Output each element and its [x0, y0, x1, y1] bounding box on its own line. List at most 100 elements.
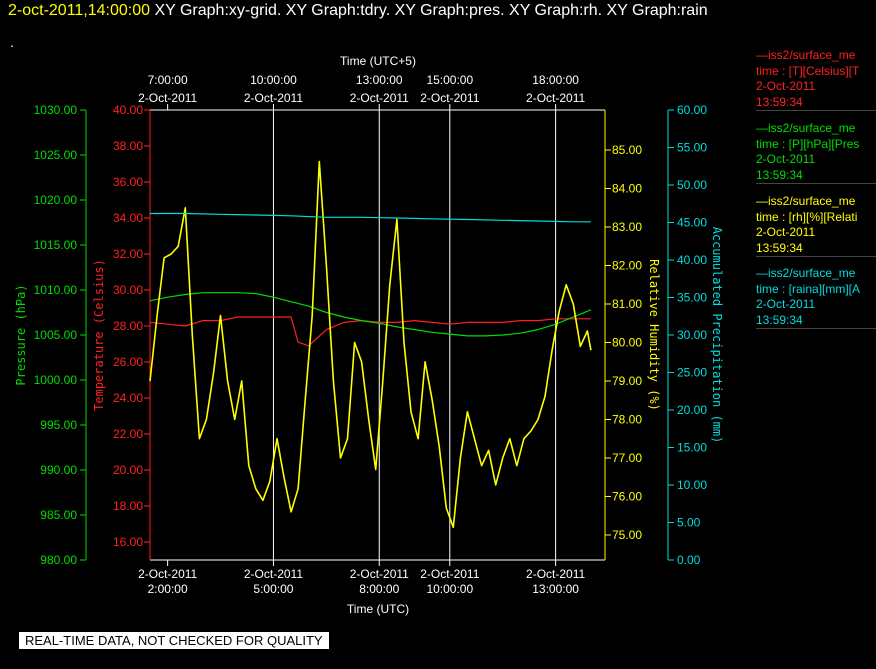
x2-tick-time: 13:00:00 [356, 73, 403, 87]
humidity-axis-title: Relative Humidity (%) [647, 259, 661, 411]
x-tick-date: 2-Oct-2011 [244, 567, 303, 581]
temperature-tick-label: 34.00 [113, 211, 143, 225]
x-tick-time: 8:00:00 [359, 582, 399, 596]
legend-series-name: —iss2/surface_me [756, 266, 856, 280]
x2-tick-date: 2-Oct-2011 [138, 91, 197, 105]
x2-tick-date: 2-Oct-2011 [526, 91, 585, 105]
x2-tick-time: 15:00:00 [426, 73, 473, 87]
humidity-tick-label: 82.00 [612, 259, 642, 273]
legend-series-var: time : [P][hPa][Pres [756, 136, 860, 151]
legend-series-var: time : [T][Celsius][T [756, 63, 860, 78]
precip-tick-label: 10.00 [677, 478, 707, 492]
precip-tick-label: 35.00 [677, 291, 707, 305]
quality-warning: REAL-TIME DATA, NOT CHECKED FOR QUALITY [19, 632, 329, 649]
legend-humidity: —iss2/surface_me time : [rh][%][Relati 2… [756, 194, 876, 257]
x-tick-date: 2-Oct-2011 [420, 567, 479, 581]
humidity-series-line [149, 160, 592, 529]
humidity-tick-label: 79.00 [612, 374, 642, 388]
title-dot: . [10, 34, 14, 50]
humidity-tick-label: 80.00 [612, 336, 642, 350]
temperature-tick-label: 16.00 [113, 535, 143, 549]
temperature-tick-label: 26.00 [113, 355, 143, 369]
pressure-tick-label: 990.00 [40, 463, 77, 477]
temperature-tick-label: 22.00 [113, 427, 143, 441]
legend-series-date: 2-Oct-2011 [756, 79, 816, 93]
precip-tick-label: 0.00 [677, 553, 701, 567]
humidity-tick-label: 75.00 [612, 528, 642, 542]
precip-tick-label: 50.00 [677, 178, 707, 192]
humidity-tick-label: 83.00 [612, 220, 642, 234]
humidity-tick-label: 84.00 [612, 182, 642, 196]
x-tick-time: 2:00:00 [148, 582, 188, 596]
precip-tick-label: 20.00 [677, 403, 707, 417]
temperature-tick-label: 20.00 [113, 463, 143, 477]
pressure-tick-label: 1010.00 [34, 283, 78, 297]
legend-series-time: 13:59:34 [756, 312, 803, 327]
pressure-tick-label: 1000.00 [34, 373, 78, 387]
precip-tick-label: 40.00 [677, 253, 707, 267]
legend-series-time: 13:59:34 [756, 167, 803, 182]
humidity-tick-label: 85.00 [612, 143, 642, 157]
window-title: 2-oct-2011,14:00:00 XY Graph:xy-grid. XY… [8, 2, 708, 20]
temperature-tick-label: 30.00 [113, 283, 143, 297]
temperature-tick-label: 40.00 [113, 103, 143, 117]
x2-tick-time: 10:00:00 [250, 73, 297, 87]
temperature-tick-label: 24.00 [113, 391, 143, 405]
x2-tick-date: 2-Oct-2011 [244, 91, 303, 105]
precip-tick-label: 15.00 [677, 441, 707, 455]
precip-tick-label: 45.00 [677, 216, 707, 230]
pressure-axis-title: Pressure (hPa) [14, 284, 28, 385]
legend-series-var: time : [rh][%][Relati [756, 209, 858, 224]
x2-tick-time: 18:00:00 [532, 73, 579, 87]
pressure-tick-label: 995.00 [40, 418, 77, 432]
x2-axis-title: Time (UTC+5) [340, 54, 416, 68]
precip-tick-label: 5.00 [677, 516, 701, 530]
legend-series-name: —iss2/surface_me [756, 48, 856, 62]
pressure-tick-label: 980.00 [40, 553, 77, 567]
x-tick-date: 2-Oct-2011 [138, 567, 197, 581]
temperature-tick-label: 32.00 [113, 247, 143, 261]
pressure-tick-label: 1025.00 [34, 148, 78, 162]
legend-series-name: —iss2/surface_me [756, 121, 856, 135]
temperature-axis-title: Temperature (Celsius) [92, 259, 106, 411]
legend-temperature: —iss2/surface_me time : [T][Celsius][T 2… [756, 48, 876, 111]
temperature-series-line [149, 316, 591, 347]
x-tick-time: 5:00:00 [253, 582, 293, 596]
legend-series-date: 2-Oct-2011 [756, 297, 816, 311]
humidity-tick-label: 77.00 [612, 451, 642, 465]
legend-series-time: 13:59:34 [756, 240, 803, 255]
legend-precip: —iss2/surface_me time : [raina][mm][A 2-… [756, 266, 876, 329]
precip-tick-label: 55.00 [677, 141, 707, 155]
x-axis-title: Time (UTC) [347, 602, 409, 616]
pressure-tick-label: 1020.00 [34, 193, 78, 207]
pressure-tick-label: 1015.00 [34, 238, 78, 252]
precip-tick-label: 30.00 [677, 328, 707, 342]
pressure-series-line [149, 292, 592, 337]
humidity-tick-label: 81.00 [612, 297, 642, 311]
precip-tick-label: 25.00 [677, 366, 707, 380]
humidity-tick-label: 76.00 [612, 489, 642, 503]
pressure-tick-label: 1005.00 [34, 328, 78, 342]
precip-tick-label: 60.00 [677, 103, 707, 117]
precip-axis-title: Accumulated Precipitation (mm) [710, 227, 724, 444]
precip-series-line [150, 212, 591, 223]
pressure-tick-label: 985.00 [40, 508, 77, 522]
legend-series-date: 2-Oct-2011 [756, 152, 816, 166]
legend-pressure: —iss2/surface_me time : [P][hPa][Pres 2-… [756, 121, 876, 184]
x-tick-time: 13:00:00 [532, 582, 579, 596]
temperature-tick-label: 28.00 [113, 319, 143, 333]
temperature-tick-label: 36.00 [113, 175, 143, 189]
x2-tick-time: 7:00:00 [148, 73, 188, 87]
x2-tick-date: 2-Oct-2011 [350, 91, 409, 105]
x-tick-date: 2-Oct-2011 [526, 567, 585, 581]
temperature-tick-label: 18.00 [113, 499, 143, 513]
humidity-tick-label: 78.00 [612, 412, 642, 426]
legend-series-name: —iss2/surface_me [756, 194, 856, 208]
x2-tick-date: 2-Oct-2011 [420, 91, 479, 105]
title-timestamp: 2-oct-2011,14:00:00 [8, 2, 151, 19]
x-tick-date: 2-Oct-2011 [350, 567, 409, 581]
x-tick-time: 10:00:00 [426, 582, 473, 596]
temperature-tick-label: 38.00 [113, 139, 143, 153]
title-graph-list: XY Graph:xy-grid. XY Graph:tdry. XY Grap… [154, 2, 708, 19]
